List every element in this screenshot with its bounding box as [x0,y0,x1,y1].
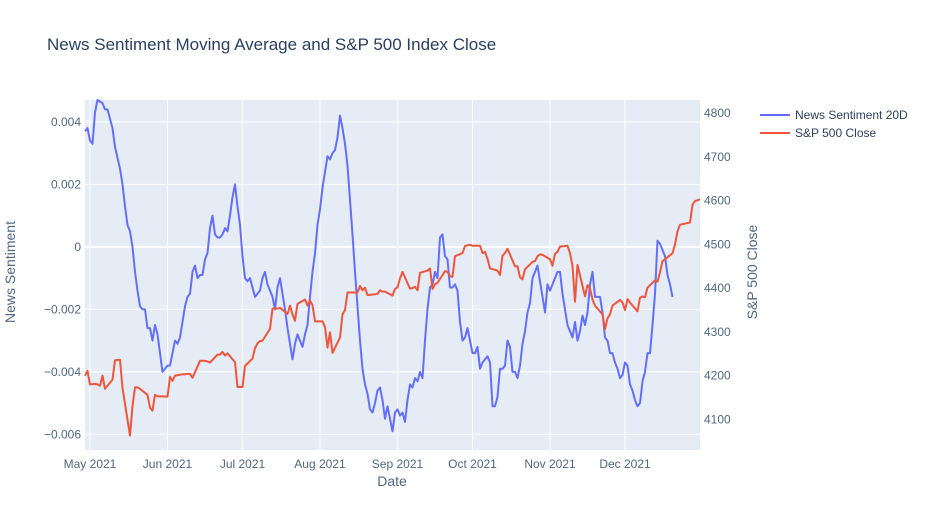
legend: News Sentiment 20D S&P 500 Close [760,108,908,140]
y2-axis-ticks: 4100 4200 4300 4400 4500 4600 4700 4800 [704,106,731,426]
y2-tick-label: 4400 [704,281,731,295]
x-tick-label: Sep 2021 [372,457,424,471]
y-axis-ticks: 0.004 0.002 0 −0.002 −0.004 −0.006 [44,115,81,442]
y-tick-label: −0.006 [44,427,81,441]
y2-tick-label: 4800 [704,106,731,120]
legend-label-sentiment: News Sentiment 20D [795,108,908,122]
y-tick-label: −0.004 [44,365,81,379]
y-tick-label: −0.002 [44,302,81,316]
grid [85,100,700,450]
series-line-sentiment [84,99,674,433]
x-axis-ticks: May 2021 Jun 2021 Jul 2021 Aug 2021 Sep 2021… [64,457,651,471]
y2-tick-label: 4700 [704,150,731,164]
x-tick-label: Oct 2021 [448,457,497,471]
x-tick-label: Aug 2021 [294,457,346,471]
legend-item-sentiment[interactable]: News Sentiment 20D [760,108,908,122]
x-tick-label: Jul 2021 [220,457,266,471]
series-line-sp500 [84,198,701,437]
x-tick-label: May 2021 [64,457,117,471]
y2-tick-label: 4200 [704,369,731,383]
x-tick-label: Nov 2021 [524,457,576,471]
legend-label-sp500: S&P 500 Close [795,126,876,140]
series [84,99,701,437]
y-axis-label: News Sentiment [2,221,18,323]
x-tick-label: Dec 2021 [599,457,651,471]
y-tick-label: 0 [74,240,81,254]
y2-axis-label: S&P 500 Close [744,224,760,319]
y-tick-label: 0.004 [51,115,81,129]
plot-background [85,100,700,450]
y2-tick-label: 4300 [704,325,731,339]
y2-tick-label: 4100 [704,412,731,426]
y-tick-label: 0.002 [51,177,81,191]
chart-title: News Sentiment Moving Average and S&P 50… [47,35,496,54]
y2-tick-label: 4500 [704,237,731,251]
x-axis-label: Date [377,473,407,489]
x-tick-label: Jun 2021 [143,457,193,471]
y2-tick-label: 4600 [704,194,731,208]
legend-item-sp500[interactable]: S&P 500 Close [760,126,876,140]
